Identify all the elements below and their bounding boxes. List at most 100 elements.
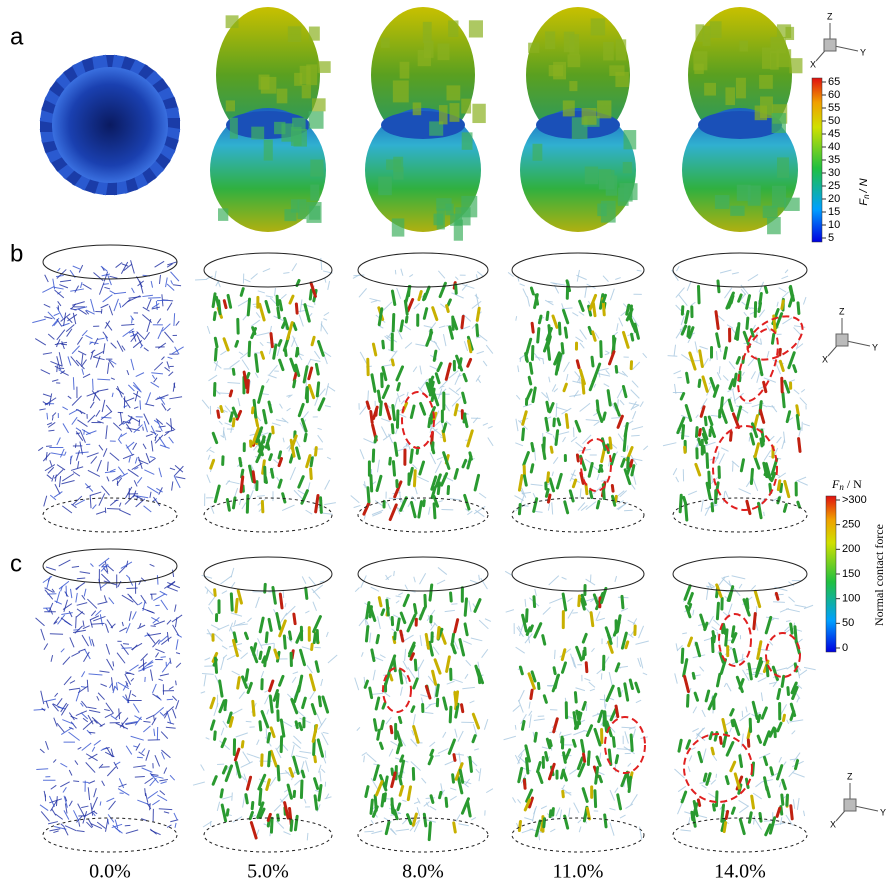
fiber [429,507,430,515]
force-chain [468,359,471,366]
force-chain [414,471,415,486]
fiber [414,802,419,804]
force-chain [726,811,727,818]
fiber [146,434,153,436]
fiber [321,324,328,335]
fiber [449,371,459,379]
fiber [202,400,209,409]
fiber [223,655,227,659]
fiber [115,762,120,765]
spike [251,127,264,140]
spike [591,18,605,35]
fiber [137,477,142,483]
fiber [753,478,758,491]
force-chain [285,349,286,356]
fiber [73,313,75,324]
fiber [76,593,77,603]
fiber [300,299,302,312]
force-chain [554,668,555,674]
force-chain [408,300,413,311]
fiber [83,621,84,627]
panel-label: a [10,23,24,50]
force-chain [365,681,367,687]
force-chain [372,375,375,392]
spike [297,199,306,219]
fiber [116,682,117,690]
fiber [515,443,523,446]
force-chain [371,412,372,423]
fiber [633,729,636,738]
fiber [73,630,86,632]
fiber [227,655,236,659]
cube [836,334,848,346]
force-chain [414,679,417,688]
force-chain [731,762,735,771]
fiber [48,334,54,339]
fiber [62,720,73,725]
force-chain [764,732,769,745]
force-chain [215,338,217,347]
fiber [692,728,698,731]
force-chain [395,443,397,455]
tick-label: 0 [842,642,848,654]
force-chain [687,373,688,382]
axis-label: X [810,59,816,69]
fiber [721,448,728,452]
fiber [486,345,493,353]
force-chain [220,681,222,696]
force-chain [225,701,226,710]
fiber [46,701,48,708]
force-chain [576,421,580,431]
force-chain [391,726,392,732]
fiber [101,583,107,587]
fiber [69,409,78,414]
fiber [43,353,52,355]
force-chain [462,705,463,712]
fiber [62,474,74,481]
force-chain [411,406,414,417]
force-chain [316,662,318,672]
force-chain [280,360,283,369]
highlight [766,633,800,677]
fiber [631,390,640,399]
fiber [82,369,84,375]
fiber [364,831,373,832]
fiber [399,414,406,417]
fiber [103,295,113,302]
fiber [283,438,284,442]
force-chain [468,431,473,446]
fiber [210,450,215,452]
force-chain [221,790,222,797]
fiber [606,370,610,374]
fiber [118,789,129,796]
fiber [761,339,762,345]
force-chain [778,689,780,698]
fiber [61,480,74,483]
fiber [101,304,109,308]
fiber [77,420,87,427]
force-chain [377,635,378,642]
fiber [673,468,677,475]
fiber [723,576,729,577]
fiber [573,731,584,735]
force-chain [231,594,232,610]
fiber [162,403,166,410]
force-chain [215,486,219,502]
force-chain [587,808,589,819]
force-chain [260,789,261,804]
force-chain [548,473,549,482]
force-chain [613,738,614,747]
spike [445,204,453,216]
fiber [635,641,648,644]
force-chain [583,634,586,642]
fiber [699,346,707,349]
fiber [682,633,687,634]
force-chain [726,630,727,645]
fiber [596,611,600,620]
fiber [118,467,124,475]
force-chain [575,723,576,729]
force-chain [386,404,390,419]
force-chain [534,597,535,607]
force-chain [415,605,416,614]
fiber [113,423,121,431]
